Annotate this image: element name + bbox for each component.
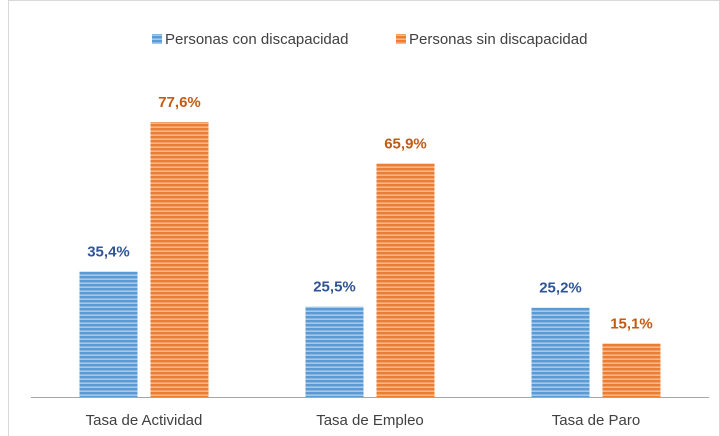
legend-label: Personas con discapacidad [165, 31, 348, 48]
x-tick-label: Tasa de Actividad [86, 412, 203, 429]
value-label: 77,6% [158, 94, 201, 111]
value-label: 15,1% [610, 315, 653, 332]
bar [531, 307, 590, 397]
x-tick-label: Tasa de Empleo [316, 412, 424, 429]
legend-swatch [152, 34, 162, 44]
bar [150, 122, 209, 397]
legend-label: Personas sin discapacidad [409, 31, 587, 48]
value-label: 35,4% [87, 244, 130, 261]
x-tick-label: Tasa de Paro [552, 412, 640, 429]
bar [376, 163, 435, 397]
bar [602, 343, 661, 397]
value-label: 65,9% [384, 135, 427, 152]
bar [79, 271, 138, 397]
legend-swatch [396, 34, 406, 44]
bar [305, 306, 364, 397]
value-label: 25,5% [313, 279, 356, 296]
value-label: 25,2% [539, 280, 582, 297]
